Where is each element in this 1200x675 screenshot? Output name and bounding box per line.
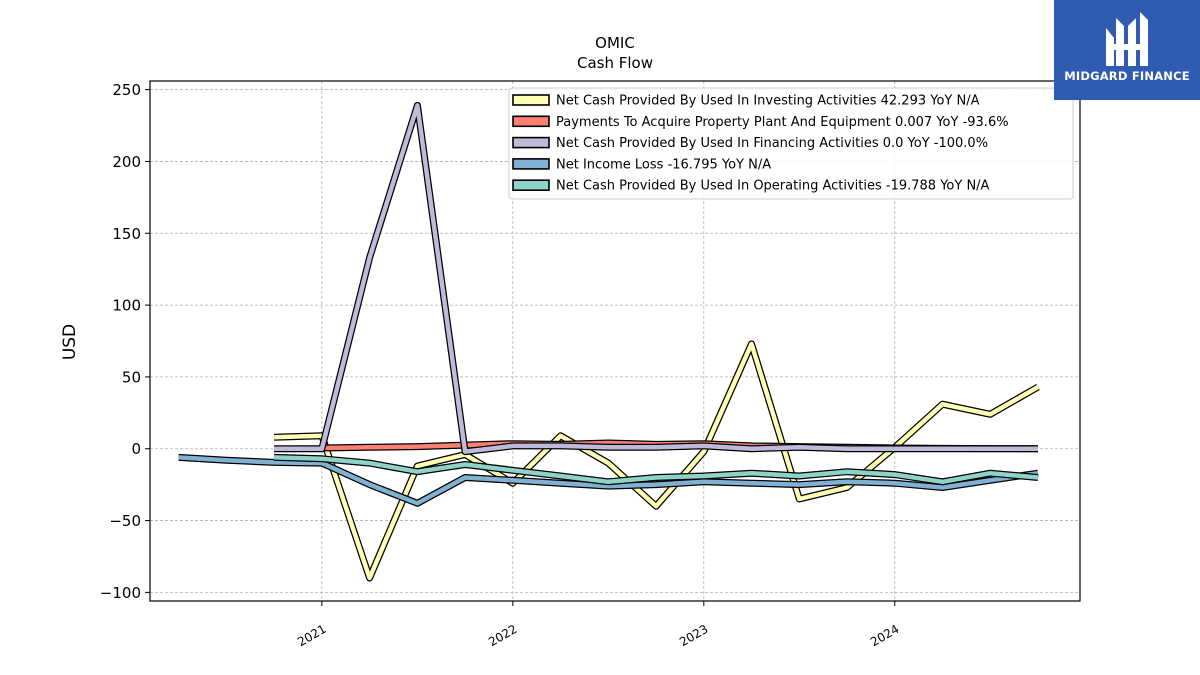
y-tick-label: 0 [131, 440, 141, 458]
legend-box [508, 87, 1074, 200]
x-tick-label: 2021 [295, 622, 328, 649]
y-tick-label: −100 [100, 584, 141, 602]
series-line [178, 455, 1039, 506]
legend-entry-operating: Net Cash Provided By Used In Operating A… [512, 179, 990, 194]
legend-swatch [512, 158, 550, 170]
legend-swatch [512, 179, 550, 191]
series-line [274, 455, 1039, 485]
y-tick-label: 200 [112, 153, 141, 171]
legend-label: Net Cash Provided By Used In Operating A… [556, 179, 990, 194]
y-tick-label: 250 [112, 81, 141, 99]
y-tick-label: 100 [112, 297, 141, 315]
series-financing [274, 101, 1038, 456]
chart-subtitle: Cash Flow [577, 54, 653, 72]
y-tick-label: −50 [109, 512, 141, 530]
legend: Net Cash Provided By Used In Investing A… [508, 87, 1074, 200]
y-axis: −100 −50 0 50 100 150 200 250 [100, 81, 150, 602]
x-tick-label: 2024 [868, 622, 901, 649]
y-axis-label: USD [60, 324, 80, 360]
brand-name: MIDGARD FINANCE [1064, 69, 1190, 83]
series-operating [273, 453, 1039, 486]
x-tick-label: 2022 [486, 622, 519, 649]
legend-label: Net Cash Provided By Used In Investing A… [556, 94, 980, 109]
y-tick-label: 50 [122, 368, 141, 386]
legend-label: Payments To Acquire Property Plant And E… [556, 115, 1009, 130]
series-line [274, 341, 1040, 581]
legend-entry-financing: Net Cash Provided By Used In Financing A… [512, 136, 988, 151]
plot-frame [149, 80, 1081, 602]
series-outline [273, 340, 1040, 582]
y-tick-label: 150 [112, 225, 141, 243]
legend-entry-investing: Net Cash Provided By Used In Investing A… [512, 94, 980, 109]
legend-entry-capex: Payments To Acquire Property Plant And E… [512, 115, 1009, 130]
legend-swatch [512, 94, 550, 106]
legend-label: Net Cash Provided By Used In Financing A… [556, 136, 988, 151]
series-net-income [178, 453, 1039, 507]
legend-swatch [512, 136, 550, 149]
series-investing [273, 340, 1040, 582]
legend-label: Net Income Loss -16.795 YoY N/A [556, 157, 771, 172]
series-line [274, 103, 1038, 454]
legend-entry-net-income: Net Income Loss -16.795 YoY N/A [512, 157, 771, 172]
chart-title: OMIC [595, 34, 635, 52]
x-tick-label: 2023 [677, 622, 710, 649]
x-axis: 2021 2022 2023 2024 [295, 601, 901, 649]
legend-swatch [512, 115, 550, 128]
brand-logo: MIDGARD FINANCE [1054, 0, 1200, 100]
midgard-logo-icon [1106, 12, 1148, 66]
series-lines [178, 101, 1040, 582]
